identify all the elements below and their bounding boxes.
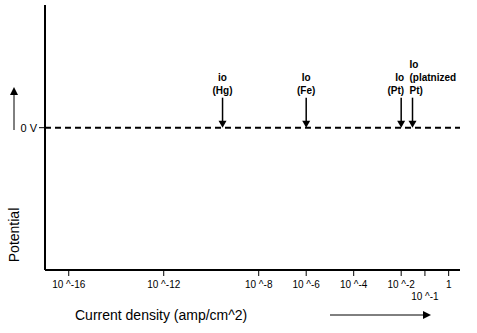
svg-text:Pt): Pt)	[410, 85, 423, 96]
svg-text:1: 1	[446, 279, 452, 290]
svg-text:(Pt): (Pt)	[388, 85, 405, 96]
svg-text:Io: Io	[302, 72, 311, 83]
svg-text:Io: Io	[410, 59, 419, 70]
svg-text:10 ^-2: 10 ^-2	[387, 279, 415, 290]
svg-text:0 V: 0 V	[20, 122, 37, 134]
svg-text:10 ^-4: 10 ^-4	[340, 279, 368, 290]
svg-text:10 ^-8: 10 ^-8	[245, 279, 273, 290]
svg-text:10 ^-1: 10 ^-1	[411, 291, 439, 302]
svg-text:(Hg): (Hg)	[213, 85, 233, 96]
svg-text:(platnized: (platnized	[410, 72, 457, 83]
svg-text:Io: Io	[395, 72, 404, 83]
svg-text:Current density (amp/cm^2): Current density (amp/cm^2)	[75, 307, 247, 323]
svg-text:io: io	[218, 72, 227, 83]
svg-text:10 ^-6: 10 ^-6	[292, 279, 320, 290]
svg-text:(Fe): (Fe)	[297, 85, 315, 96]
svg-text:10 ^-12: 10 ^-12	[147, 279, 180, 290]
svg-text:10 ^-16: 10 ^-16	[52, 279, 85, 290]
svg-text:Potential: Potential	[8, 208, 22, 262]
